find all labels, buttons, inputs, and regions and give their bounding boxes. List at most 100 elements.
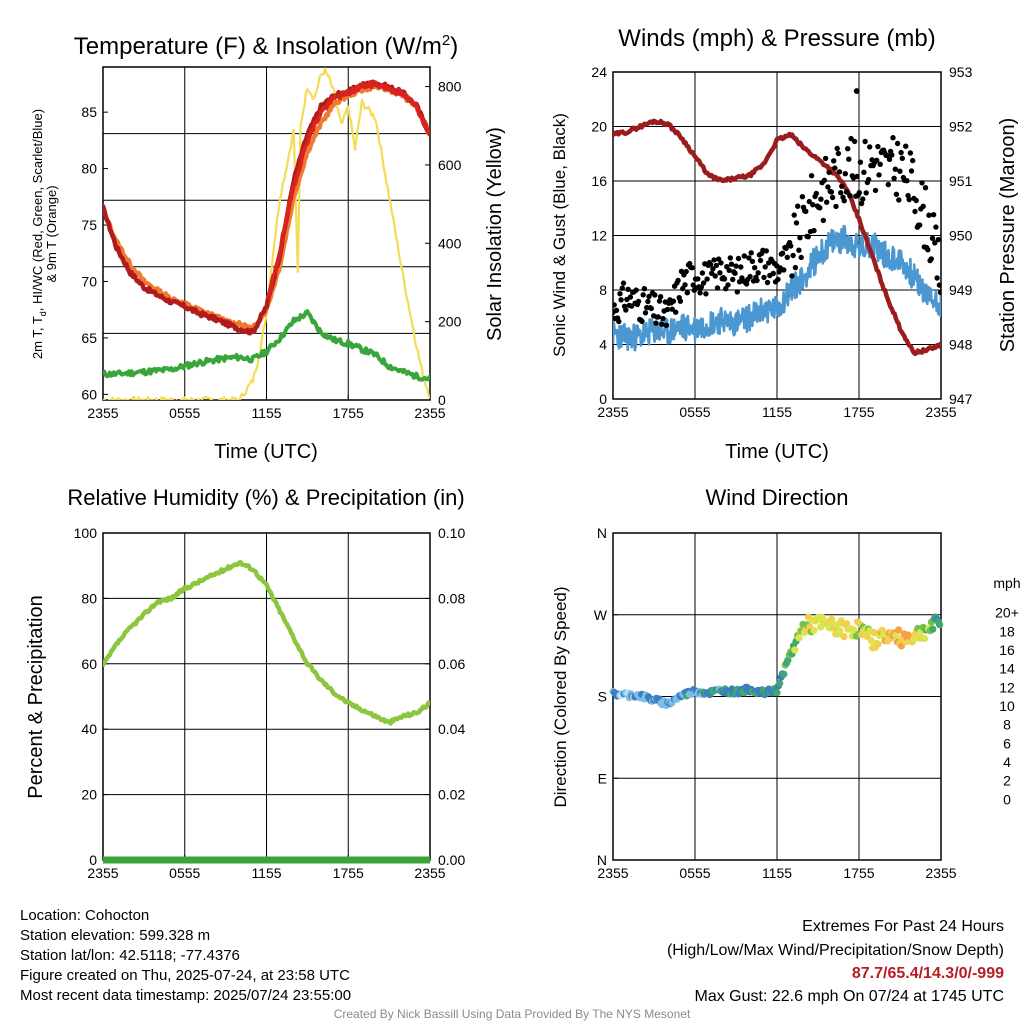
direction-point xyxy=(773,689,781,697)
gust-point xyxy=(761,274,767,281)
wind-series-group xyxy=(613,88,941,357)
wind-xtick-label-0: 2355 xyxy=(597,404,628,420)
gust-point xyxy=(832,165,838,171)
direction-point xyxy=(921,634,929,643)
extremes-title: Extremes For Past 24 Hours xyxy=(802,918,1004,935)
colorbar-title: mph xyxy=(993,575,1020,591)
gust-point xyxy=(718,260,724,266)
gust-point xyxy=(875,143,881,150)
hiwc-line xyxy=(265,80,430,299)
gust-point xyxy=(689,265,695,271)
direction-point xyxy=(780,670,788,678)
gust-point xyxy=(732,270,738,276)
gust-point xyxy=(684,290,690,296)
wind-ytick-label-4: 16 xyxy=(591,173,607,189)
gust-point xyxy=(826,169,832,176)
gust-point xyxy=(796,247,802,253)
gust-point xyxy=(656,298,663,304)
gust-point xyxy=(673,309,679,315)
gust-point xyxy=(846,156,852,162)
gust-point xyxy=(619,285,625,291)
gust-point xyxy=(925,247,931,253)
dir-ytick-label-1: E xyxy=(598,770,607,786)
gust-point xyxy=(784,254,790,260)
temp-ytick-label-2: 70 xyxy=(81,273,97,289)
wind-ytick-label-6: 24 xyxy=(591,64,607,80)
direction-point xyxy=(836,627,844,635)
gust-point xyxy=(863,190,869,196)
gust-point xyxy=(683,268,689,275)
gust-point xyxy=(795,203,801,209)
gust-point xyxy=(728,261,735,267)
colorbar-label-3: 14 xyxy=(999,661,1015,677)
gust-point xyxy=(842,171,848,177)
gust-point xyxy=(862,138,868,145)
temp-y2tick-label-4: 800 xyxy=(438,79,462,95)
gust-point xyxy=(825,184,831,190)
gust-point xyxy=(625,286,631,292)
gust-point xyxy=(730,276,736,283)
gust-point xyxy=(865,176,872,183)
wind-ytick-label-5: 20 xyxy=(591,119,607,135)
gust-point xyxy=(922,185,929,191)
gust-point xyxy=(660,315,666,322)
colorbar-label-5: 10 xyxy=(999,698,1015,714)
temp-ytick-label-5: 85 xyxy=(81,104,97,120)
gust-point xyxy=(808,173,815,179)
gust-point xyxy=(743,281,750,287)
gust-point xyxy=(803,208,809,214)
gust-point xyxy=(861,169,867,175)
gust-point xyxy=(843,189,850,195)
gust-point xyxy=(898,149,904,156)
gust-point xyxy=(903,143,909,149)
rh-ytick-label-3: 60 xyxy=(81,656,97,672)
gust-point xyxy=(746,255,752,261)
dir-chart-title: Wind Direction xyxy=(705,485,848,510)
gust-point xyxy=(892,166,898,172)
dir-y-axis-label: Direction (Colored By Speed) xyxy=(551,586,570,807)
gust-point xyxy=(727,255,733,261)
gust-point xyxy=(889,152,895,158)
gust-point xyxy=(867,144,873,150)
gust-point xyxy=(682,282,688,288)
wind-y2tick-label-6: 953 xyxy=(949,64,973,80)
gust-point xyxy=(752,265,758,271)
extremes-subtitle: (High/Low/Max Wind/Precipitation/Snow De… xyxy=(666,942,1004,959)
gust-point xyxy=(860,196,866,202)
gust-point xyxy=(757,257,764,264)
gust-point xyxy=(810,202,816,208)
rh-y2tick-label-4: 0.08 xyxy=(438,590,465,606)
direction-point xyxy=(810,626,818,635)
temp-y2tick-label-2: 400 xyxy=(438,235,462,251)
rh-series-group xyxy=(103,560,430,864)
gust-point xyxy=(764,279,771,286)
gust-point xyxy=(835,150,842,157)
temp-ytick-label-0: 60 xyxy=(81,386,97,402)
gust-point xyxy=(763,248,769,254)
gust-point xyxy=(664,306,671,313)
gust-point xyxy=(618,297,624,303)
gust-point xyxy=(811,227,817,234)
gust-point xyxy=(856,190,862,196)
gust-point xyxy=(781,267,787,273)
gust-point xyxy=(891,175,897,181)
direction-point xyxy=(892,631,900,639)
colorbar-label-1: 18 xyxy=(999,623,1015,639)
gust-point xyxy=(635,298,642,305)
gust-point xyxy=(699,270,706,276)
gust-point xyxy=(906,196,912,203)
temp-y2tick-label-0: 0 xyxy=(438,392,446,408)
temp-y-axis-label: 2m T, Td, HI/WC (Red, Green, Scarlet/Blu… xyxy=(30,109,59,359)
gust-point xyxy=(907,150,914,156)
dir-ytick-label-4: N xyxy=(597,525,607,541)
gust-point xyxy=(775,276,781,283)
wind-y2tick-label-1: 948 xyxy=(949,337,973,353)
gust-point xyxy=(872,187,879,194)
gust-point xyxy=(655,314,661,320)
gust-point xyxy=(741,253,747,259)
gust-point xyxy=(721,276,728,282)
gust-point xyxy=(623,307,629,313)
gust-point xyxy=(821,177,828,183)
gust-point xyxy=(734,289,740,295)
